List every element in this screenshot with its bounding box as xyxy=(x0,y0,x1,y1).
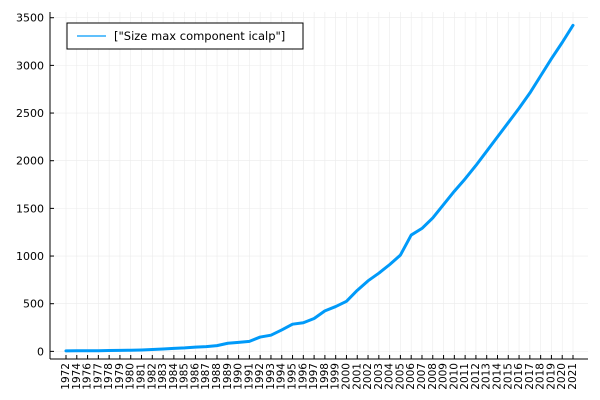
x-tick-label: 2001 xyxy=(351,363,363,390)
x-tick-label: 2009 xyxy=(438,363,450,390)
x-tick-label: 2007 xyxy=(416,363,428,390)
x-tick-label: 1998 xyxy=(319,363,331,390)
x-tick-label: 2002 xyxy=(362,363,374,390)
x-tick-label: 2016 xyxy=(513,363,525,390)
y-tick-label: 500 xyxy=(23,298,44,311)
x-tick-label: 2017 xyxy=(524,363,536,390)
x-tick-label: 1983 xyxy=(157,363,169,390)
x-tick-label: 1994 xyxy=(276,363,288,390)
x-tick-label: 1997 xyxy=(308,363,320,390)
x-tick-label: 2021 xyxy=(567,363,579,390)
legend-box xyxy=(66,22,304,50)
x-tick-label: 1993 xyxy=(265,363,277,390)
y-tick-label: 1000 xyxy=(16,250,44,263)
x-tick-label: 1985 xyxy=(179,363,191,390)
x-tick-label: 2005 xyxy=(394,363,406,390)
series-layer xyxy=(64,23,575,353)
y-tick-label: 3000 xyxy=(16,59,44,72)
y-tick-label: 2000 xyxy=(16,155,44,168)
series-line xyxy=(64,23,575,353)
y-tick-label: 2500 xyxy=(16,107,44,120)
x-tick-label: 1992 xyxy=(254,363,266,390)
x-tick-label: 1988 xyxy=(211,363,223,390)
x-tick-label: 1999 xyxy=(330,363,342,390)
x-tick-label: 1974 xyxy=(71,363,83,390)
x-tick-label: 1987 xyxy=(200,363,212,390)
x-tick-label: 2006 xyxy=(405,363,417,390)
x-tick-label: 1989 xyxy=(222,363,234,390)
x-tick-label: 2013 xyxy=(481,363,493,390)
x-tick-label: 2019 xyxy=(545,363,557,390)
x-tick-label: 2012 xyxy=(470,363,482,390)
legend-entry: ["Size max component icalp"] xyxy=(114,29,285,43)
x-tick-label: 2010 xyxy=(448,363,460,390)
y-tick-label: 0 xyxy=(37,345,44,358)
x-tick-label: 2018 xyxy=(535,363,547,390)
x-tick-label: 2020 xyxy=(556,363,568,390)
x-tick-label: 1981 xyxy=(136,363,148,390)
y-tick-label: 3500 xyxy=(16,12,44,25)
legend: ["Size max component icalp"] xyxy=(66,22,304,50)
x-tick-label: 1972 xyxy=(60,363,72,390)
x-tick-label: 2011 xyxy=(459,363,471,390)
grid-lines xyxy=(50,12,588,359)
x-tick-label: 2004 xyxy=(384,363,396,390)
x-tick-label: 1977 xyxy=(92,363,104,390)
x-tick-label: 1978 xyxy=(103,363,115,390)
x-tick-label: 1995 xyxy=(287,363,299,390)
x-tick-label: 1991 xyxy=(243,363,255,390)
x-tick-label: 1979 xyxy=(114,363,126,390)
x-tick-label: 1982 xyxy=(146,363,158,390)
x-tick-label: 2015 xyxy=(502,363,514,390)
x-tick-label: 2008 xyxy=(427,363,439,390)
x-tick-label: 1986 xyxy=(189,363,201,390)
x-tick-label: 1984 xyxy=(168,363,180,390)
x-tick-label: 2014 xyxy=(491,363,503,390)
y-tick-label: 1500 xyxy=(16,202,44,215)
axes: 0 500 1000 1500 2000 2500 3000 3500 197219741976… xyxy=(16,12,588,390)
x-tick-label: 2000 xyxy=(340,363,352,390)
x-tick-label: 2003 xyxy=(373,363,385,390)
x-tick-label: 1996 xyxy=(297,363,309,390)
x-tick-label: 1980 xyxy=(125,363,137,390)
x-tick-label: 1990 xyxy=(233,363,245,390)
x-tick-label: 1976 xyxy=(82,363,94,390)
